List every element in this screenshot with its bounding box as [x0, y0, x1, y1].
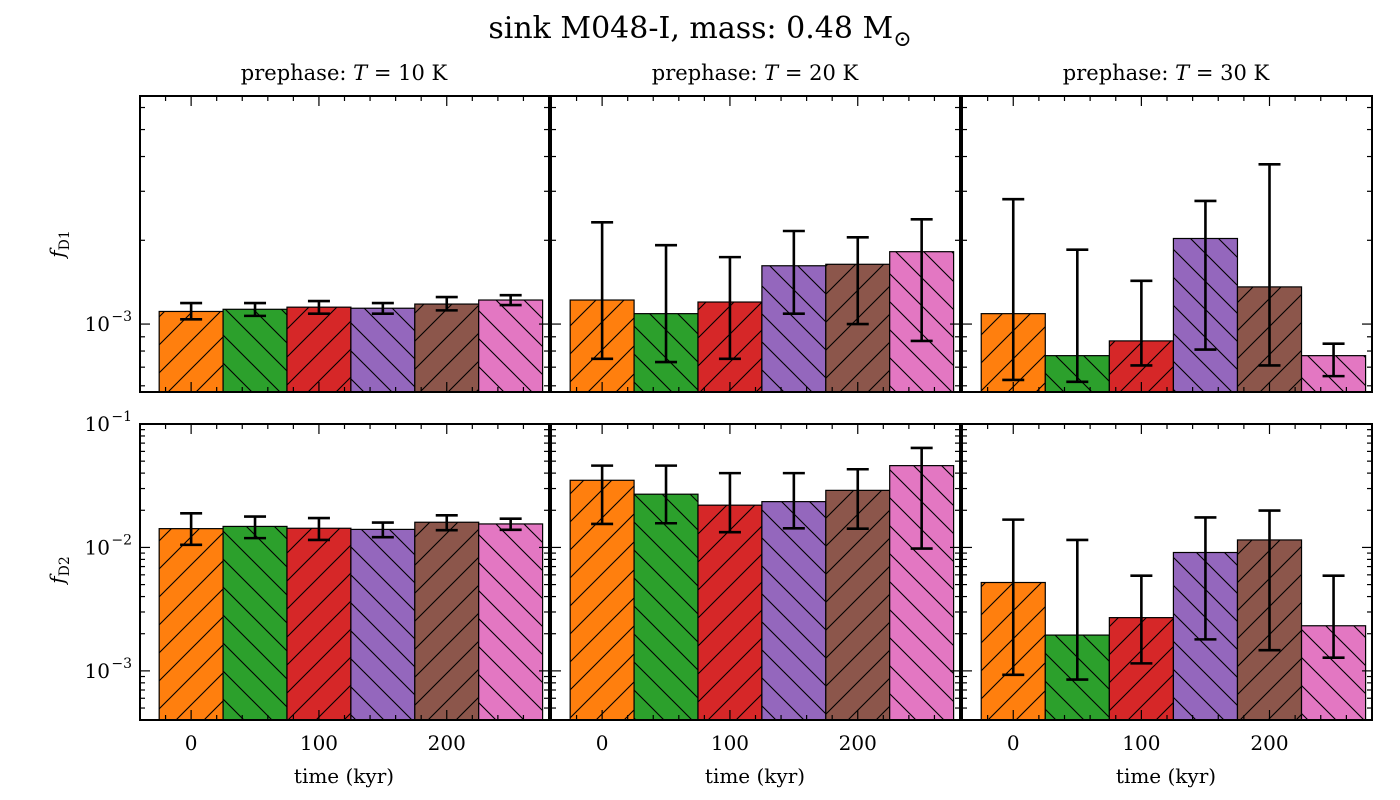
x-tick-label: 0 [1007, 731, 1020, 755]
bar [158, 310, 224, 393]
error-bar [499, 517, 522, 532]
x-tick-label: 0 [185, 731, 198, 755]
error-bar [1130, 574, 1153, 665]
error-bar [499, 293, 522, 307]
y-tick-label: 10 [85, 535, 110, 559]
y-tick-label: 10 [85, 312, 110, 336]
bar [478, 523, 544, 721]
error-bar [307, 516, 330, 542]
error-bar [846, 467, 869, 530]
error-bar [307, 299, 330, 315]
column-title-1: prephase: T = 10 K [241, 61, 448, 85]
x-tick-label: 100 [300, 731, 338, 755]
bar [350, 528, 416, 721]
bar [158, 528, 224, 721]
error-bar [782, 229, 805, 315]
panel-top-middle [550, 95, 961, 393]
error-bar [910, 217, 933, 343]
panel-top-right [961, 95, 1373, 393]
y-tick-label: 10 [85, 412, 110, 436]
panel-top-left: 10 −3 [85, 95, 550, 393]
error-bar [910, 446, 933, 550]
bar [222, 308, 288, 393]
bar [414, 303, 480, 393]
bar [478, 299, 544, 393]
x-tick-label: 200 [839, 731, 877, 755]
error-bar [371, 301, 394, 315]
bar [414, 521, 480, 721]
error-bar [180, 301, 203, 321]
x-tick-label: 200 [428, 731, 466, 755]
bar [697, 504, 763, 721]
bar [350, 307, 416, 393]
column-title-3: prephase: T = 30 K [1063, 61, 1270, 85]
error-bar [371, 521, 394, 539]
figure-title-text: sink M048-I, mass: 0.48 M [488, 11, 893, 46]
error-bar [1002, 197, 1025, 382]
bar [286, 527, 352, 721]
error-bar [718, 471, 741, 534]
row-label-fD1: fD1 [45, 230, 73, 260]
error-bar [244, 515, 267, 540]
error-bar [1194, 199, 1217, 351]
error-bar [655, 243, 678, 364]
error-bar [782, 471, 805, 530]
figure-title: sink M048-I, mass: 0.48 M⊙ [488, 11, 911, 52]
y-tick-exponent: −3 [111, 309, 132, 325]
sun-symbol-icon: ⊙ [893, 27, 911, 52]
error-bar [1130, 279, 1153, 367]
bar [761, 501, 827, 721]
x-tick-label: 200 [1250, 731, 1288, 755]
error-bar [435, 295, 458, 312]
row-label-fD2: fD2 [45, 556, 73, 586]
error-bar [1194, 516, 1217, 641]
x-tick-label: 100 [1122, 731, 1160, 755]
error-bar [435, 514, 458, 532]
x-tick-label: 100 [711, 731, 749, 755]
error-bar [1002, 518, 1025, 677]
error-bar [655, 464, 678, 525]
error-bar [180, 512, 203, 547]
error-bar [1258, 163, 1281, 367]
column-title-2: prephase: T = 20 K [652, 61, 859, 85]
error-bar [244, 301, 267, 318]
y-tick-label: 10 [85, 659, 110, 683]
error-bar [1258, 509, 1281, 652]
error-bar [718, 255, 741, 361]
y-tick-exponent: −2 [111, 532, 132, 548]
bar [286, 306, 352, 393]
error-bar [1066, 538, 1089, 681]
error-bar [591, 464, 614, 526]
error-bar [1322, 574, 1345, 659]
bar [633, 493, 699, 721]
x-axis-label-3: time (kyr) [1116, 764, 1216, 788]
x-tick-label: 0 [596, 731, 609, 755]
error-bar [591, 221, 614, 361]
x-axis-label-1: time (kyr) [294, 764, 394, 788]
error-bar [1322, 342, 1345, 378]
panel-bottom-right: 0 100 200 [961, 423, 1373, 755]
y-tick-exponent: −3 [111, 656, 132, 672]
y-tick-exponent: −1 [111, 409, 132, 425]
panel-bottom-middle: 0 100 200 [550, 423, 961, 755]
x-axis-label-2: time (kyr) [705, 764, 805, 788]
error-bar [1066, 248, 1089, 384]
error-bar [846, 236, 869, 326]
bar [222, 525, 288, 721]
